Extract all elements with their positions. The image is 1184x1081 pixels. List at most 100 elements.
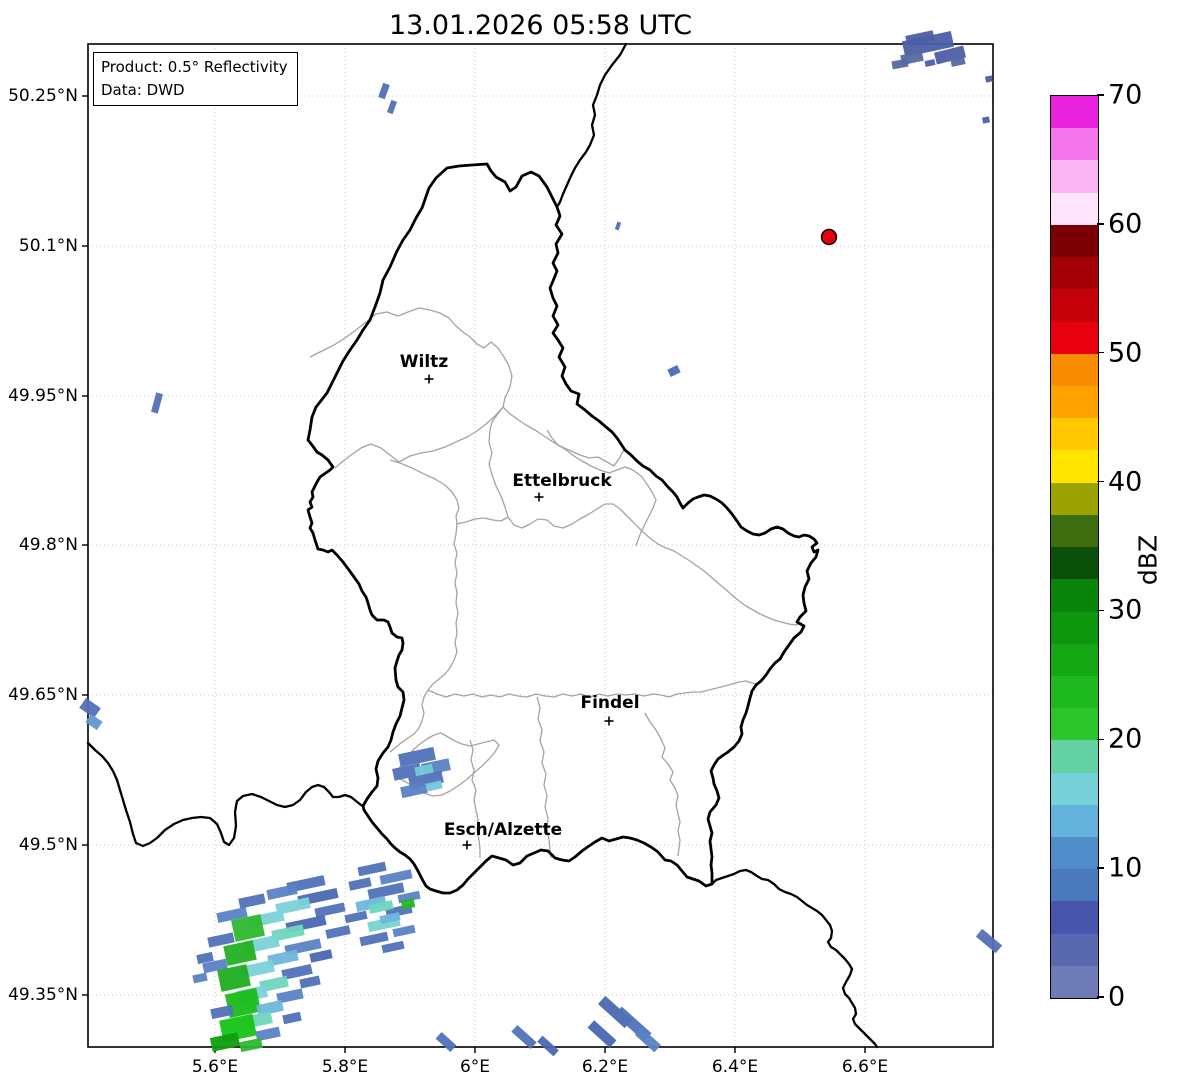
colorbar-tick-mark	[1097, 609, 1104, 612]
colorbar-tick-label: 70	[1108, 79, 1143, 111]
y-axis-tick-label: 49.65°N	[8, 685, 78, 705]
colorbar-segment	[1051, 482, 1098, 515]
canton-border	[488, 406, 509, 518]
radar-echo	[587, 1020, 617, 1048]
radar-echo	[209, 1032, 241, 1052]
radar-echo	[266, 883, 298, 901]
radar-echo	[357, 861, 387, 877]
radar-echo	[256, 999, 284, 1017]
canton-border	[427, 680, 758, 698]
colorbar-segment	[1051, 804, 1098, 838]
radar-echo	[85, 713, 103, 731]
radar-echo	[392, 924, 416, 938]
radar-echo	[309, 949, 333, 963]
canton-border	[396, 732, 500, 797]
radar-site-dot	[820, 228, 838, 246]
colorbar-unit-label: dBZ	[1133, 534, 1163, 586]
canton-border	[456, 503, 802, 626]
radar-echo	[217, 964, 251, 992]
x-axis-tick-label: 5.6°E	[191, 1057, 239, 1077]
canton-border	[644, 712, 681, 857]
colorbar-segment	[1051, 901, 1098, 934]
radar-echo	[414, 763, 434, 777]
colorbar-tick-mark	[1097, 223, 1104, 225]
colorbar-segment	[1051, 289, 1098, 322]
radar-echo	[981, 116, 991, 124]
radar-echo	[207, 932, 235, 948]
city-label: Ettelbruck	[512, 471, 612, 491]
colorbar-segment	[1051, 353, 1098, 386]
radar-echo	[355, 895, 387, 913]
radar-echo	[400, 898, 416, 910]
colorbar-tick-label: 40	[1108, 466, 1143, 498]
radar-echo	[255, 1026, 281, 1042]
radar-echo	[276, 988, 304, 1004]
radar-echo	[891, 58, 909, 70]
radar-echo	[950, 57, 966, 67]
colorbar-segment	[1051, 514, 1098, 548]
canton-border	[536, 696, 552, 859]
colorbar-segment	[1051, 965, 1098, 999]
canton-border	[469, 739, 481, 858]
luxembourg-border	[306, 162, 820, 895]
colorbar-segment	[1051, 160, 1098, 193]
radar-echo	[259, 975, 289, 993]
colorbar-tick-label: 30	[1108, 594, 1143, 626]
radar-echo	[386, 99, 398, 115]
radar-echo	[397, 890, 421, 904]
colorbar-segment	[1051, 192, 1098, 225]
product-info-line2: Data: DWD	[101, 80, 185, 99]
colorbar-segment	[1051, 96, 1098, 129]
x-axis-tick-label: 6.6°E	[841, 1057, 889, 1077]
radar-echo	[400, 781, 428, 799]
colorbar-segment	[1051, 837, 1098, 870]
radar-echo	[614, 221, 622, 231]
radar-echo	[239, 1037, 263, 1053]
radar-echo	[984, 75, 994, 83]
radar-echo	[933, 45, 967, 65]
canton-border	[309, 307, 625, 467]
colorbar-tick-label: 0	[1108, 981, 1126, 1013]
radar-echo	[241, 959, 275, 979]
radar-echo	[359, 931, 389, 947]
x-axis-tick-label: 5.8°E	[321, 1057, 369, 1077]
product-info-line1: Product: 0.5° Reflectivity	[101, 58, 288, 76]
colorbar	[1050, 95, 1099, 999]
radar-echo	[210, 1004, 234, 1020]
map-title: 13.01.2026 05:58 UTC	[388, 10, 693, 41]
colorbar-segment	[1051, 257, 1098, 290]
colorbar-segment	[1051, 611, 1098, 644]
radar-echo	[281, 963, 313, 981]
colorbar-segment	[1051, 869, 1098, 902]
radar-echo	[216, 906, 248, 924]
colorbar-segment	[1051, 321, 1098, 354]
radar-echo	[275, 897, 311, 915]
country-border	[86, 741, 365, 848]
radar-echo	[975, 928, 1003, 954]
colorbar-segment	[1051, 675, 1098, 709]
product-info-box: Product: 0.5° Reflectivity Data: DWD	[93, 52, 298, 106]
country-border	[555, 42, 628, 209]
x-axis-tick-label: 6°E	[459, 1057, 491, 1077]
radar-echo	[924, 59, 936, 67]
radar-echo	[271, 924, 305, 942]
colorbar-segment	[1051, 418, 1098, 451]
colorbar-tick-label: 60	[1108, 208, 1143, 240]
radar-echo	[435, 1031, 457, 1053]
radar-echo	[381, 940, 405, 954]
radar-echo	[379, 912, 401, 924]
colorbar-tick-label: 50	[1108, 337, 1143, 369]
radar-echo	[511, 1024, 537, 1050]
canton-border	[389, 459, 460, 525]
radar-echo	[348, 877, 372, 891]
colorbar-tick-mark	[1097, 996, 1104, 998]
radar-echo	[223, 940, 257, 966]
colorbar-segment	[1051, 740, 1098, 773]
colorbar-tick-mark	[1097, 351, 1104, 354]
radar-echo	[282, 1011, 302, 1025]
colorbar-tick-mark	[1097, 738, 1104, 741]
y-axis-tick-label: 49.5°N	[18, 835, 78, 855]
city-label: Findel	[580, 693, 640, 713]
